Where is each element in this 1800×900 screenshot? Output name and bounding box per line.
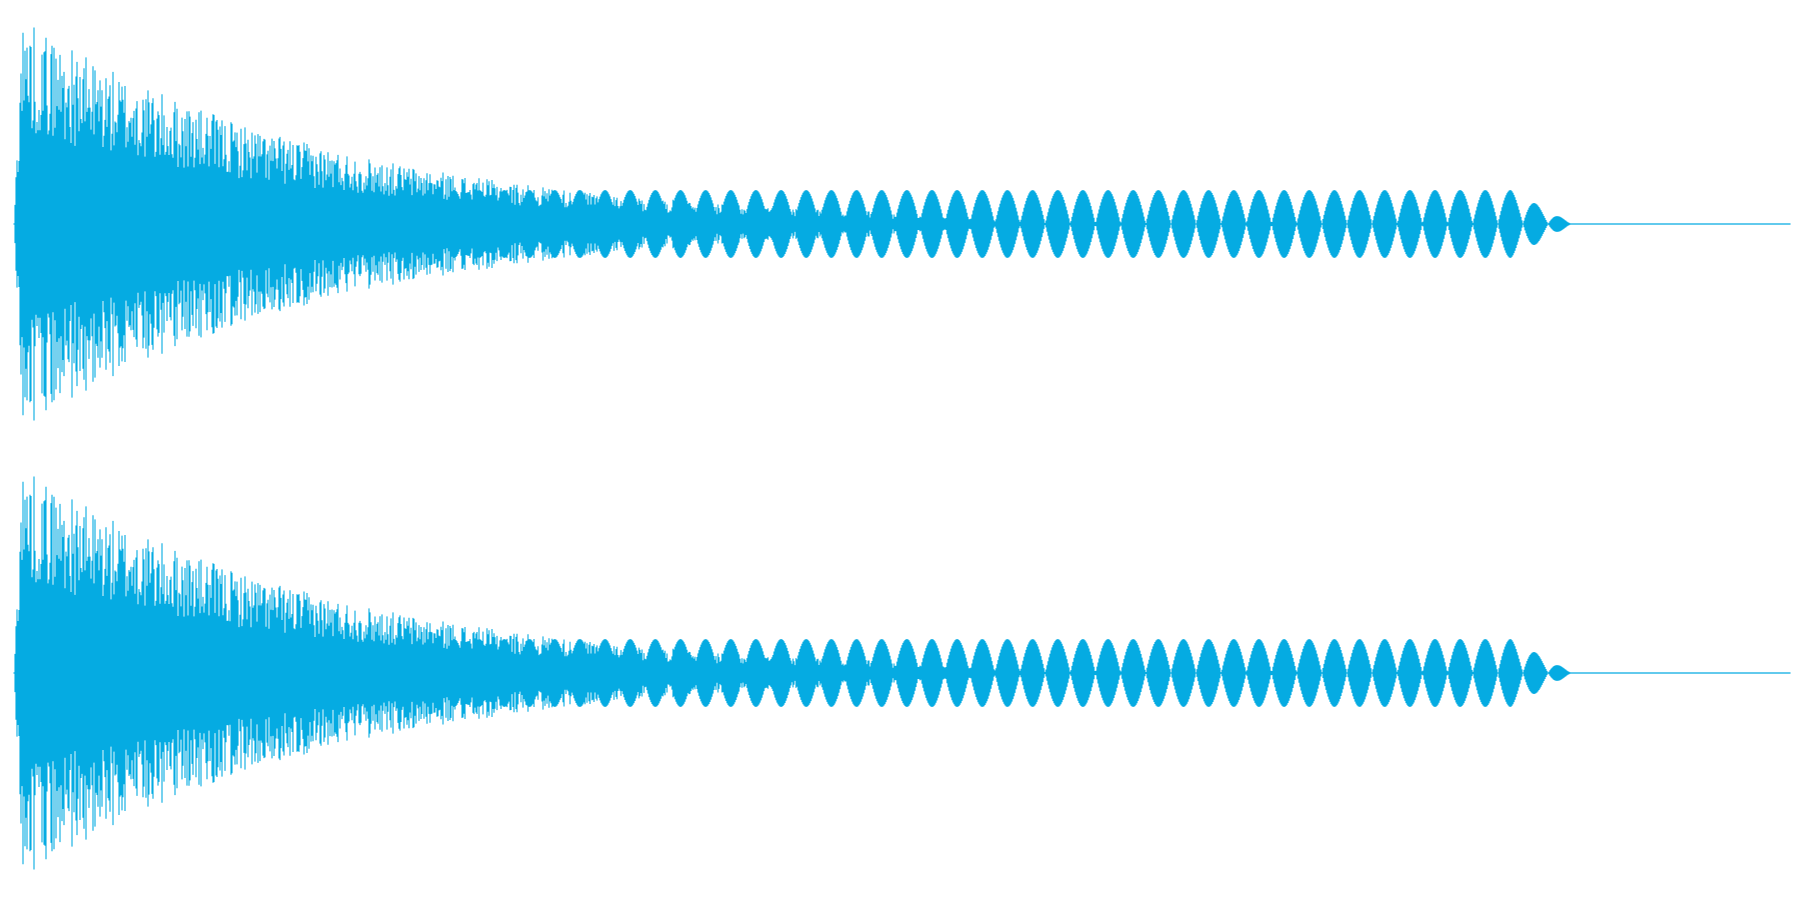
waveform-channel-1: [13, 27, 1791, 421]
waveform-channel-2: [13, 476, 1791, 870]
